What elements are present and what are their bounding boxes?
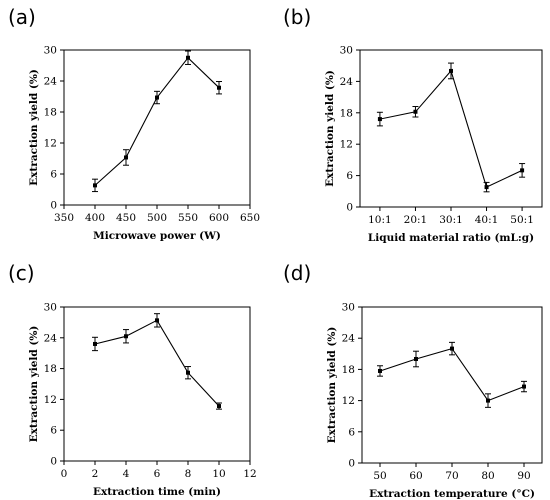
y-tick-label: 12: [342, 395, 355, 407]
y-tick-label: 30: [340, 45, 353, 57]
plot-frame: [63, 306, 251, 462]
data-point: [486, 398, 490, 403]
plot-frame: [63, 49, 251, 206]
x-tick-label: 650: [240, 212, 260, 224]
data-point: [186, 370, 190, 375]
y-tick-label: 6: [50, 425, 57, 437]
y-axis-label: Extraction yield (%): [324, 70, 336, 187]
y-tick-label: 6: [346, 170, 353, 182]
series-line: [94, 319, 220, 407]
plot-frame: [361, 306, 543, 464]
data-point: [124, 155, 128, 160]
series-line: [94, 56, 220, 186]
data-point: [450, 346, 454, 351]
x-tick-label: 30:1: [439, 214, 463, 226]
x-tick-label: 4: [123, 468, 130, 480]
data-point: [449, 68, 453, 73]
data-point: [413, 109, 418, 114]
x-tick-label: 50:1: [510, 214, 534, 226]
x-tick-label: 2: [92, 468, 99, 480]
x-tick-label: 6: [154, 468, 161, 480]
y-tick-label: 0: [348, 458, 355, 470]
y-tick-label: 0: [50, 456, 57, 468]
y-tick-label: 24: [342, 333, 356, 345]
y-tick-label: 18: [342, 364, 355, 376]
data-point: [217, 85, 221, 90]
chart-panel-4: (d) 0 6 12 18 24 30 50 60 70 80 90 Extraction temper…: [283, 261, 543, 500]
data-point: [522, 384, 526, 389]
x-axis-label: Extraction time (min): [93, 486, 221, 498]
data-point: [155, 95, 159, 100]
x-tick-label: 12: [243, 468, 256, 480]
data-point: [93, 341, 97, 346]
panel-letter: (b): [283, 5, 311, 29]
y-tick-label: 6: [348, 426, 355, 438]
x-tick-label: 600: [209, 212, 229, 224]
x-tick-label: 40:1: [475, 214, 499, 226]
data-point: [377, 117, 382, 122]
y-tick-label: 0: [50, 200, 57, 212]
y-tick-label: 24: [340, 76, 354, 88]
x-tick-label: 80: [481, 470, 494, 482]
y-tick-label: 12: [44, 394, 57, 406]
y-tick-label: 24: [44, 332, 58, 344]
y-axis-label: Extraction yield (%): [28, 326, 40, 443]
x-tick-label: 8: [185, 468, 192, 480]
x-axis-label: Extraction temperature (°C): [369, 488, 535, 500]
x-tick-label: 10: [212, 468, 225, 480]
y-tick-label: 18: [340, 107, 353, 119]
x-tick-label: 20:1: [404, 214, 428, 226]
data-point: [484, 185, 489, 190]
y-tick-label: 30: [44, 45, 57, 57]
panel-letter: (a): [8, 5, 36, 29]
chart-panel-1: (a) 0 6 12 18 24 30 350 400 450 500 550 600 650 Microw…: [8, 5, 260, 242]
series-line: [379, 69, 523, 188]
x-tick-label: 50: [373, 470, 386, 482]
data-point: [217, 404, 221, 409]
data-point: [378, 368, 382, 373]
y-tick-label: 24: [44, 76, 58, 88]
y-tick-label: 18: [44, 107, 57, 119]
data-point: [414, 357, 418, 361]
y-axis-label: Extraction yield (%): [326, 327, 338, 444]
x-tick-label: 550: [178, 212, 198, 224]
x-tick-label: 350: [54, 212, 74, 224]
data-point: [93, 183, 97, 188]
x-tick-label: 400: [85, 212, 105, 224]
series-line: [379, 347, 525, 402]
data-point: [186, 55, 190, 60]
x-tick-label: 450: [116, 212, 136, 224]
x-tick-label: 90: [517, 470, 530, 482]
x-axis-label: Liquid material ratio (mL:g): [368, 232, 534, 244]
y-tick-label: 0: [346, 202, 353, 214]
panel-letter: (d): [283, 261, 311, 285]
x-tick-label: 0: [61, 468, 68, 480]
y-tick-label: 12: [44, 138, 57, 150]
y-axis-label: Extraction yield (%): [28, 69, 40, 186]
panel-letter: (c): [8, 261, 35, 285]
y-tick-label: 12: [340, 139, 353, 151]
chart-panel-2: (b) 0 6 12 18 24 30 10:1 20:1 30:1 40:1 50:1 Liquid …: [283, 5, 543, 244]
x-tick-label: 70: [445, 470, 458, 482]
data-point: [155, 318, 159, 323]
y-tick-label: 6: [50, 169, 57, 181]
x-axis-label: Microwave power (W): [93, 230, 221, 242]
x-tick-label: 500: [147, 212, 167, 224]
y-tick-label: 30: [44, 302, 57, 314]
data-point: [124, 334, 128, 339]
y-tick-label: 18: [44, 363, 57, 375]
y-tick-label: 30: [342, 302, 355, 314]
x-tick-label: 10:1: [368, 214, 392, 226]
x-tick-label: 60: [409, 470, 422, 482]
data-point: [520, 168, 525, 173]
